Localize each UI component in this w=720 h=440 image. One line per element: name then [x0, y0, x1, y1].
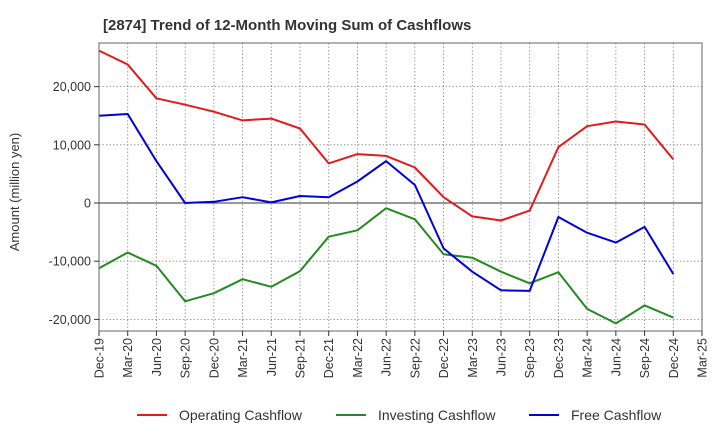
- chart-title: [2874] Trend of 12-Month Moving Sum of C…: [103, 17, 471, 34]
- grid: [99, 43, 702, 331]
- legend-label: Operating Cashflow: [179, 407, 303, 423]
- y-tick-label: -20,000: [49, 313, 91, 327]
- x-tick-label: Mar-25: [696, 338, 710, 378]
- x-tick-label: Dec-21: [322, 338, 336, 378]
- x-tick-label: Dec-23: [552, 338, 566, 378]
- x-tick-label: Mar-23: [466, 338, 480, 378]
- x-tick-label: Jun-24: [609, 338, 623, 376]
- x-tick-label: Jun-20: [150, 338, 164, 376]
- y-ticks: -20,000 -10,000 0 10,000 20,000: [49, 80, 99, 327]
- y-tick-label: 20,000: [53, 80, 91, 94]
- series-lines: [98, 49, 675, 325]
- y-tick-label: 0: [84, 197, 91, 211]
- series-line-investing-cashflow: [98, 207, 674, 325]
- x-tick-label: Jun-23: [495, 338, 509, 376]
- x-tick-label: Jun-22: [380, 338, 394, 376]
- series-line-operating-cashflow: [98, 49, 675, 222]
- plot-border: [98, 42, 703, 332]
- x-tick-label: Sep-20: [179, 338, 193, 378]
- x-tick-label: Dec-20: [207, 338, 221, 378]
- series-line-free-cashflow: [98, 113, 675, 292]
- x-tick-label: Dec-22: [437, 338, 451, 378]
- x-tick-label: Sep-21: [294, 338, 308, 378]
- legend-label: Free Cashflow: [571, 407, 662, 423]
- x-tick-label: Dec-24: [667, 338, 681, 378]
- plot-frame: [98, 42, 703, 332]
- x-tick-label: Sep-24: [638, 338, 652, 378]
- y-tick-label: -10,000: [49, 255, 91, 269]
- x-tick-label: Jun-21: [265, 338, 279, 376]
- x-tick-label: Dec-19: [93, 338, 107, 378]
- legend-label: Investing Cashflow: [378, 407, 496, 423]
- x-ticks: Dec-19 Mar-20 Jun-20 Sep-20 Dec-20 Mar-21 Jun-…: [93, 331, 710, 378]
- x-tick-label: Mar-24: [581, 338, 595, 378]
- y-axis-label: Amount (million yen): [7, 133, 22, 252]
- x-tick-label: Mar-20: [121, 338, 135, 378]
- y-tick-label: 10,000: [53, 138, 91, 152]
- x-tick-label: Mar-21: [236, 338, 250, 378]
- x-tick-label: Sep-22: [408, 338, 422, 378]
- x-tick-label: Mar-22: [351, 338, 365, 378]
- legend: Operating Cashflow Investing Cashflow Free…: [137, 407, 662, 423]
- x-tick-label: Sep-23: [523, 338, 537, 378]
